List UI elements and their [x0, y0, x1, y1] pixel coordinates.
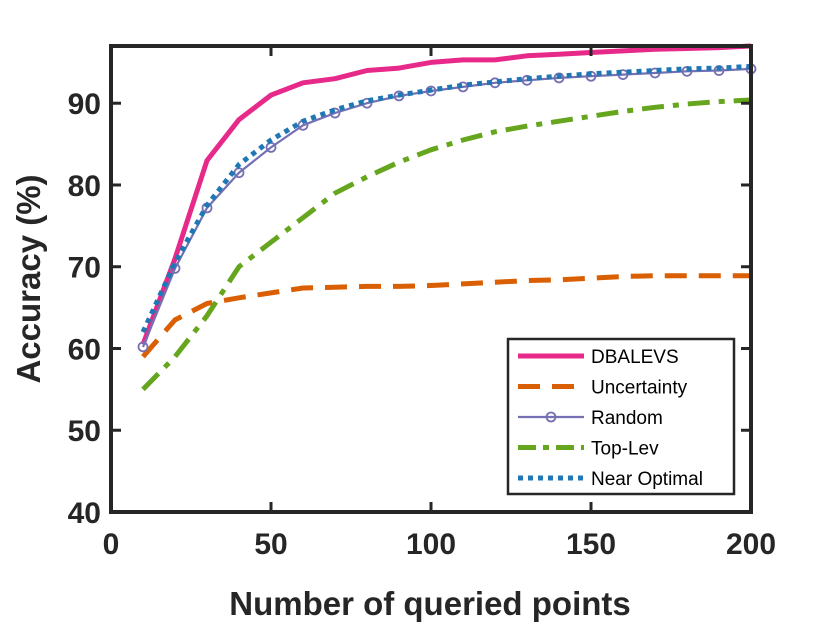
y-tick-label: 90 — [68, 88, 101, 121]
data-point-random — [137, 341, 149, 353]
y-tick-label: 80 — [68, 170, 101, 203]
legend-label-uncertainty: Uncertainty — [591, 378, 688, 399]
legend-label-dbalevs: DBALEVS — [591, 347, 679, 368]
data-point-random — [553, 72, 565, 84]
y-tick-label: 70 — [68, 252, 101, 285]
series-layer — [137, 43, 757, 392]
axes-layer — [109, 44, 753, 514]
y-axis-label: Accuracy (%) — [10, 174, 47, 383]
y-tick-label: 40 — [68, 497, 101, 530]
series-line-dbalevs — [140, 43, 752, 346]
y-tick-label: 50 — [68, 415, 101, 448]
series-line-uncertainty — [141, 273, 751, 359]
tick-labels: 0 50 100 150 200 40 50 60 70 80 90 — [68, 88, 776, 561]
x-tick-label: 50 — [254, 528, 287, 561]
y-tick-label: 60 — [68, 333, 101, 366]
x-axis-label: Number of queried points — [229, 585, 631, 622]
x-tick-label: 200 — [726, 528, 776, 561]
legend-label-random: Random — [591, 408, 663, 429]
x-tick-label: 0 — [103, 528, 120, 561]
data-point-random — [169, 262, 181, 274]
data-point-random — [393, 90, 405, 102]
x-tick-label: 100 — [406, 528, 456, 561]
legend-label-near-optimal: Near Optimal — [591, 469, 703, 490]
legend: DBALEVS Uncertainty Random Top-Lev Near Opti… — [506, 337, 736, 496]
legend-marker-random — [545, 411, 557, 423]
series-line-near-optimal — [140, 63, 752, 334]
x-tick-label: 150 — [566, 528, 616, 561]
legend-label-top-lev: Top-Lev — [591, 439, 659, 460]
data-point-random — [425, 85, 437, 97]
series-line-top-lev — [141, 97, 752, 392]
